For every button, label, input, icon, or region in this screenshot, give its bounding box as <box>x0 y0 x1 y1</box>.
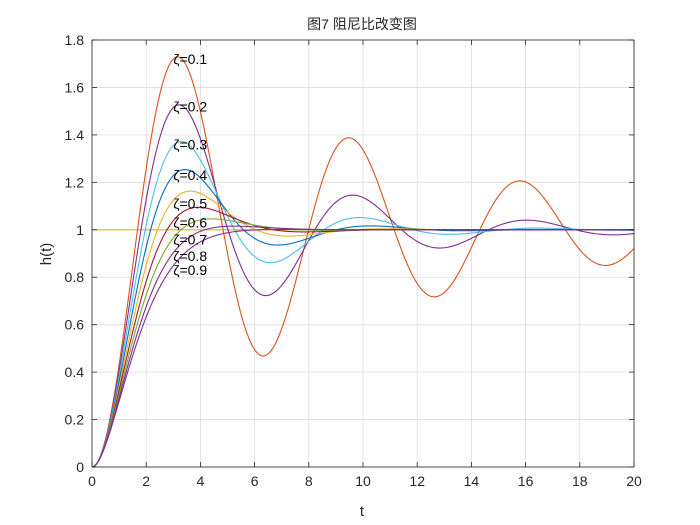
series-label: ζ=0.8 <box>173 248 207 264</box>
y-tick-label: 0.8 <box>65 269 85 285</box>
x-tick-label: 6 <box>251 473 259 489</box>
y-tick-label: 0 <box>76 459 84 475</box>
y-tick-label: 1.4 <box>65 127 85 143</box>
x-tick-label: 20 <box>626 473 642 489</box>
series-line-1 <box>91 56 635 468</box>
series-label: ζ=0.1 <box>173 51 207 67</box>
series-line-3 <box>91 140 635 468</box>
y-tick-label: 1.2 <box>65 174 85 190</box>
x-tick-label: 16 <box>518 473 534 489</box>
x-tick-label: 14 <box>464 473 480 489</box>
x-tick-label: 0 <box>88 473 96 489</box>
x-axis-label: t <box>360 503 365 520</box>
y-tick-label: 1.6 <box>65 79 85 95</box>
series-group <box>91 56 635 468</box>
series-annotations: ζ=0.1 ζ=0.2 ζ=0.3 ζ=0.4 ζ=0.5 ζ=0.6ζ=0.7ζ=0.8… <box>173 51 207 278</box>
tick-marks <box>91 39 635 468</box>
series-label: ζ=0.5 <box>173 196 207 212</box>
chart-title: 图7 阻尼比改变图 <box>307 16 417 32</box>
y-tick-labels: 0 0.2 0.4 0.6 0.8 1 1.2 1.4 1.6 1.8 <box>65 32 85 475</box>
x-tick-label: 2 <box>142 473 150 489</box>
x-tick-label: 18 <box>572 473 588 489</box>
series-line-2 <box>91 104 635 468</box>
x-tick-label: 10 <box>355 473 371 489</box>
series-line-9 <box>91 228 634 468</box>
series-label: ζ=0.9 <box>173 262 207 278</box>
series-label: ζ=0.7 <box>173 231 207 247</box>
y-tick-label: 0.4 <box>65 364 85 380</box>
series-label: ζ=0.2 <box>173 98 207 114</box>
series-label: ζ=0.6 <box>173 215 207 231</box>
series-label: ζ=0.3 <box>173 136 207 152</box>
y-tick-label: 0.6 <box>65 317 85 333</box>
x-tick-label: 4 <box>197 473 205 489</box>
x-tick-labels: 0 2 4 6 8 10 12 14 16 18 20 <box>88 473 642 489</box>
y-tick-label: 1 <box>76 222 84 238</box>
y-axis-label: h(t) <box>38 243 55 266</box>
series-label: ζ=0.4 <box>173 167 207 183</box>
y-tick-label: 1.8 <box>65 32 85 48</box>
y-tick-label: 0.2 <box>65 412 85 428</box>
x-tick-label: 12 <box>409 473 425 489</box>
x-tick-label: 8 <box>305 473 313 489</box>
